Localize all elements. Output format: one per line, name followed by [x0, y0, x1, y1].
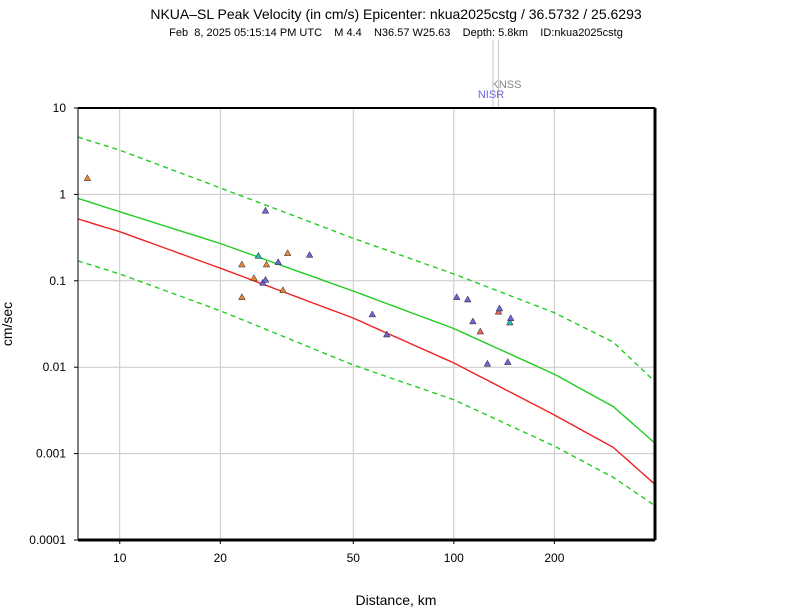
x-tick-label: 50 [347, 551, 361, 565]
curve-median [77, 197, 656, 444]
station-point [504, 358, 512, 365]
y-tick-label: 0.1 [49, 274, 66, 288]
station-point [238, 260, 246, 268]
x-tick-label: 100 [444, 551, 464, 565]
station-point [476, 327, 485, 335]
y-tick-label: 0.001 [36, 447, 66, 461]
station-point [250, 274, 258, 281]
station-point [274, 258, 282, 265]
x-tick-label: 200 [544, 551, 564, 565]
station-point [383, 330, 391, 338]
station-point [452, 293, 461, 300]
station-point [262, 260, 271, 268]
x-tick-label: 20 [214, 551, 228, 565]
x-axis-label: Distance, km [356, 592, 437, 608]
station-point [495, 304, 504, 312]
y-tick-label: 10 [53, 101, 67, 115]
station-point [261, 206, 270, 214]
station-point [254, 251, 263, 259]
station-point [463, 295, 472, 303]
chart-subtitle: Feb 8, 2025 05:15:14 PM UTC M 4.4 N36.57… [169, 27, 623, 39]
station-point [283, 249, 292, 256]
y-axis-ticks: 0.0001 0.001 0.01 0.1 1 10 [29, 101, 78, 547]
y-tick-label: 0.0001 [29, 533, 66, 547]
station-points [83, 174, 515, 367]
station-point [368, 310, 377, 318]
y-tick-label: 1 [59, 187, 66, 201]
station-point [483, 359, 492, 367]
x-axis-ticks: 10 20 50 100 200 [113, 540, 565, 565]
station-point [469, 317, 477, 325]
curve-upper-dashed [77, 136, 656, 383]
station-point [305, 250, 314, 258]
plot-frame [77, 107, 657, 542]
station-point [238, 293, 246, 300]
curve-alt-model [77, 218, 656, 485]
station-point [506, 318, 514, 326]
station-label: KNSS [492, 79, 522, 91]
curve-lower-dashed [77, 260, 656, 507]
x-tick-label: 10 [113, 551, 127, 565]
station-point [261, 275, 270, 283]
station-point [83, 174, 92, 181]
y-tick-label: 0.01 [43, 360, 67, 374]
station-point [506, 314, 515, 321]
station-point [279, 286, 287, 294]
station-label: NISR [478, 89, 504, 101]
model-curves [77, 136, 656, 507]
y-axis-label: cm/sec [0, 302, 15, 346]
chart-title: NKUA–SL Peak Velocity (in cm/s) Epicente… [150, 6, 642, 22]
